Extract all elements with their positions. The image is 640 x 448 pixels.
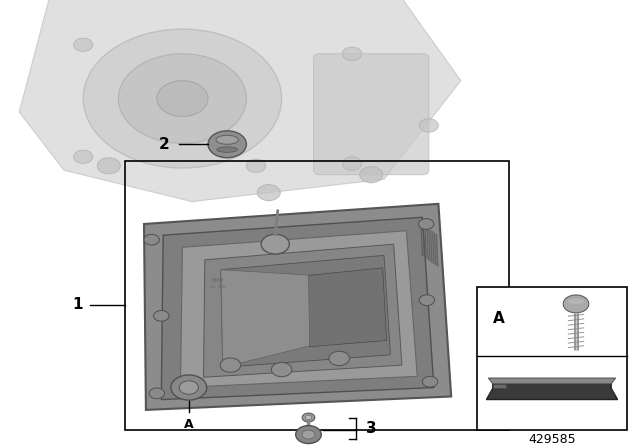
- Text: BMW: BMW: [211, 277, 224, 283]
- Circle shape: [149, 388, 164, 399]
- Text: OIL PAN: OIL PAN: [210, 285, 226, 289]
- Polygon shape: [221, 270, 310, 367]
- Circle shape: [302, 413, 315, 422]
- Circle shape: [154, 310, 169, 321]
- Polygon shape: [307, 268, 387, 347]
- Circle shape: [257, 185, 280, 201]
- Text: A: A: [493, 311, 505, 326]
- Polygon shape: [486, 384, 618, 400]
- Polygon shape: [161, 217, 434, 400]
- Polygon shape: [180, 231, 417, 388]
- Polygon shape: [19, 0, 461, 202]
- Circle shape: [171, 375, 207, 400]
- Bar: [477, 287, 627, 430]
- Circle shape: [422, 376, 438, 387]
- Text: 3: 3: [366, 421, 377, 436]
- Circle shape: [261, 234, 289, 254]
- Circle shape: [305, 415, 312, 420]
- Circle shape: [74, 38, 93, 52]
- Circle shape: [271, 362, 292, 377]
- Circle shape: [296, 426, 321, 444]
- Polygon shape: [493, 384, 506, 388]
- Circle shape: [302, 430, 315, 439]
- Circle shape: [360, 167, 383, 183]
- Circle shape: [220, 358, 241, 372]
- Text: 429585: 429585: [529, 433, 576, 446]
- Text: 2: 2: [159, 137, 170, 152]
- Circle shape: [97, 158, 120, 174]
- Circle shape: [208, 131, 246, 158]
- Polygon shape: [204, 244, 402, 377]
- Text: 1: 1: [73, 297, 83, 312]
- Circle shape: [419, 219, 434, 229]
- Circle shape: [329, 351, 349, 366]
- Circle shape: [83, 29, 282, 168]
- Circle shape: [563, 295, 589, 313]
- Circle shape: [342, 47, 362, 60]
- Polygon shape: [488, 378, 616, 384]
- Circle shape: [179, 381, 198, 394]
- Circle shape: [419, 295, 435, 306]
- Ellipse shape: [216, 135, 238, 144]
- Circle shape: [74, 150, 93, 164]
- Circle shape: [419, 119, 438, 132]
- Circle shape: [118, 54, 246, 143]
- Circle shape: [246, 159, 266, 172]
- Circle shape: [144, 234, 159, 245]
- Polygon shape: [221, 255, 390, 367]
- Polygon shape: [144, 204, 451, 410]
- Text: A: A: [184, 418, 194, 431]
- Ellipse shape: [217, 147, 237, 152]
- Ellipse shape: [568, 298, 584, 304]
- Circle shape: [342, 157, 362, 170]
- Circle shape: [157, 81, 208, 116]
- FancyBboxPatch shape: [314, 54, 429, 175]
- Bar: [125, 161, 509, 430]
